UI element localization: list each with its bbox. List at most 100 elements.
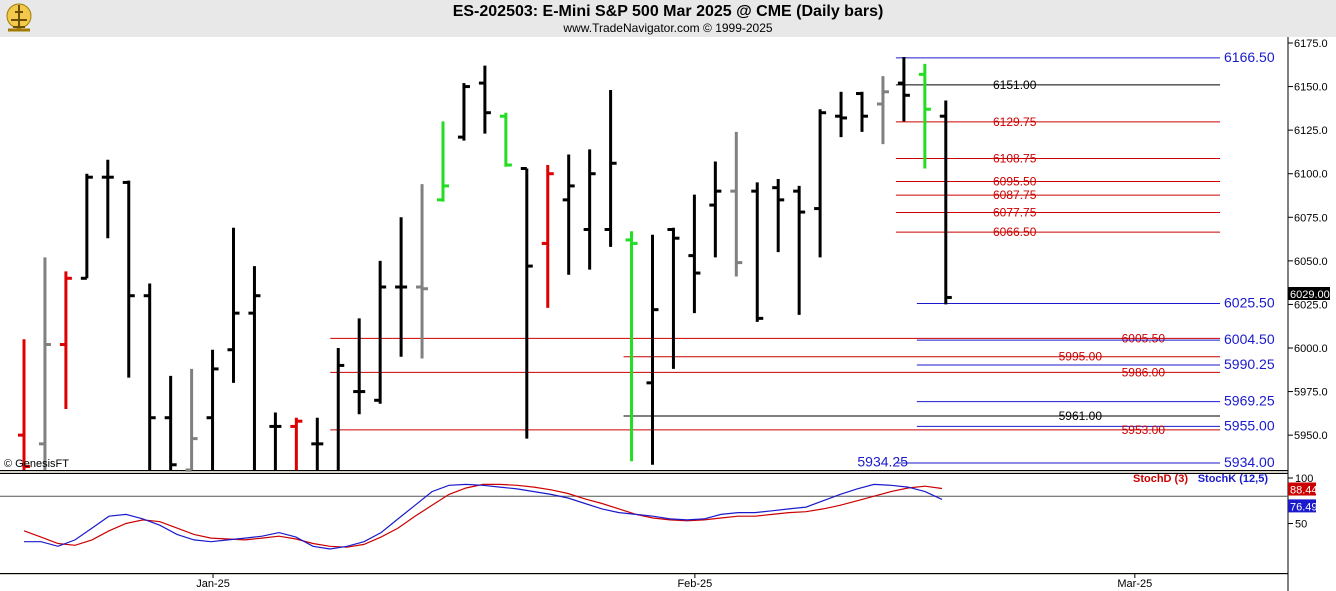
price-tick-label: 6100.0 <box>1294 169 1328 181</box>
price-axis: 5950.0 5975.0 6000.0 6025.0 6050.0 6075.0 6100… <box>1288 38 1328 442</box>
ohlc-bar <box>227 227 240 383</box>
ohlc-bar <box>185 368 198 472</box>
ohlc-bar <box>38 257 51 470</box>
level-label: 6025.50 <box>1224 295 1275 311</box>
level-label: 6066.50 <box>993 225 1037 239</box>
level-label: 6004.50 <box>1224 331 1275 347</box>
ohlc-bar <box>897 56 910 122</box>
ohlc-bar <box>793 185 806 315</box>
ohlc-bar <box>583 149 596 270</box>
ohlc-bar <box>562 154 575 275</box>
level-label: 6166.50 <box>1224 49 1275 65</box>
level-label: 5953.00 <box>1122 423 1166 437</box>
ohlc-bar <box>457 83 470 141</box>
level-label: 6151.00 <box>993 78 1037 92</box>
ohlc-bar <box>437 121 449 202</box>
date-axis-panel <box>0 575 1288 591</box>
level-label: 6005.50 <box>1122 331 1166 345</box>
ohlc-bar <box>604 90 617 247</box>
ohlc-bar <box>876 76 889 145</box>
level-label: 6108.75 <box>993 151 1037 165</box>
level-label: 6077.75 <box>993 205 1037 219</box>
price-tick-label: 6075.0 <box>1294 212 1328 224</box>
price-levels: 6166.50 6151.00 6129.75 6108.75 6095.506087.… <box>330 49 1275 470</box>
stochd-line <box>23 483 943 548</box>
ohlc-bar <box>499 112 512 167</box>
ohlc-bar <box>835 91 848 138</box>
stochastic-indicator: 50 100 StochD (3) StochK (12,5) 88.44 76.49 <box>0 473 1318 550</box>
ohlc-bar <box>101 159 114 239</box>
level-label: 6095.50 <box>993 175 1037 189</box>
ohlc-bar <box>730 131 743 277</box>
stochd-legend: StochD (3) <box>1133 473 1188 485</box>
ohlc-bar <box>688 194 701 314</box>
ohlc-bar <box>248 266 261 470</box>
ohlc-bar <box>143 283 156 470</box>
date-label: Mar-25 <box>1117 578 1152 590</box>
stoch-tick-label: 100 <box>1295 473 1313 485</box>
price-tick-label: 6125.0 <box>1294 125 1328 137</box>
date-label: Jan-25 <box>196 578 230 590</box>
title-bar: ES-202503: E-Mini S&P 500 Mar 2025 @ CME… <box>0 0 1336 37</box>
date-axis: Jan-25 Feb-25 Mar-25 <box>196 573 1152 590</box>
price-tick-label: 5950.0 <box>1294 430 1328 442</box>
price-bars <box>18 56 952 472</box>
level-label-extra: 5934.25 <box>857 454 908 470</box>
chart-title: ES-202503: E-Mini S&P 500 Mar 2025 @ CME… <box>452 3 884 20</box>
level-label: 5955.00 <box>1224 417 1275 433</box>
stochd-badge <box>1288 482 1316 496</box>
level-label: 5934.00 <box>1224 454 1275 470</box>
ohlc-bar <box>772 178 785 253</box>
ohlc-bar <box>59 271 72 409</box>
level-label: 5995.00 <box>1059 350 1103 364</box>
stochd-value: 88.44 <box>1290 485 1318 497</box>
stoch-tick-label: 50 <box>1295 519 1307 531</box>
ohlc-bar <box>646 234 659 465</box>
ohlc-bar <box>709 161 722 258</box>
ohlc-bar <box>164 375 177 470</box>
stochk-line <box>24 483 943 550</box>
price-panel[interactable] <box>0 37 1288 470</box>
ohlc-bar <box>269 412 282 470</box>
ohlc-bar <box>939 100 952 305</box>
ohlc-bar <box>856 91 868 132</box>
ohlc-bar <box>520 166 533 439</box>
last-price-label: 6029.00 <box>1290 289 1330 301</box>
watermark: © GenesisFT <box>4 458 69 470</box>
stochk-legend: StochK (12,5) <box>1198 473 1269 485</box>
level-label: 5969.25 <box>1224 393 1275 409</box>
chart-subtitle: www.TradeNavigator.com © 1999-2025 <box>563 21 773 35</box>
chart-area[interactable]: 6166.50 6151.00 6129.75 6108.75 6095.506087.… <box>0 37 1336 591</box>
ohlc-bar <box>290 417 303 470</box>
ohlc-bar <box>416 184 429 359</box>
ohlc-bar <box>374 260 387 404</box>
stochk-badge <box>1288 499 1316 513</box>
price-tick-label: 6050.0 <box>1294 256 1328 268</box>
date-label: Feb-25 <box>677 578 712 590</box>
price-tick-label: 6175.0 <box>1294 38 1328 50</box>
ohlc-bar <box>18 339 30 470</box>
level-label: 6087.75 <box>993 188 1037 202</box>
level-label: 6129.75 <box>993 115 1037 129</box>
ohlc-bar <box>751 182 764 322</box>
price-tick-label: 6025.0 <box>1294 299 1328 311</box>
level-label: 5961.00 <box>1059 409 1103 423</box>
price-axis-panel <box>1288 37 1336 591</box>
price-tick-label: 6000.0 <box>1294 343 1328 355</box>
price-tick-label: 5975.0 <box>1294 387 1328 399</box>
level-label: 5986.00 <box>1122 365 1166 379</box>
ohlc-bar <box>918 63 931 169</box>
price-tick-label: 6150.0 <box>1294 82 1328 94</box>
ohlc-bar <box>478 65 491 134</box>
ohlc-bar <box>395 217 408 357</box>
stochastic-panel[interactable] <box>0 473 1288 573</box>
ohlc-bar <box>311 417 324 470</box>
ohlc-bar <box>336 348 345 470</box>
stochk-value: 76.49 <box>1290 501 1318 513</box>
level-label: 5990.25 <box>1224 356 1275 372</box>
ohlc-bar <box>541 165 554 308</box>
last-price-badge <box>1288 287 1330 300</box>
ohlc-bar <box>80 173 93 280</box>
ohlc-bar <box>122 180 135 378</box>
ohlc-bar <box>667 227 680 369</box>
